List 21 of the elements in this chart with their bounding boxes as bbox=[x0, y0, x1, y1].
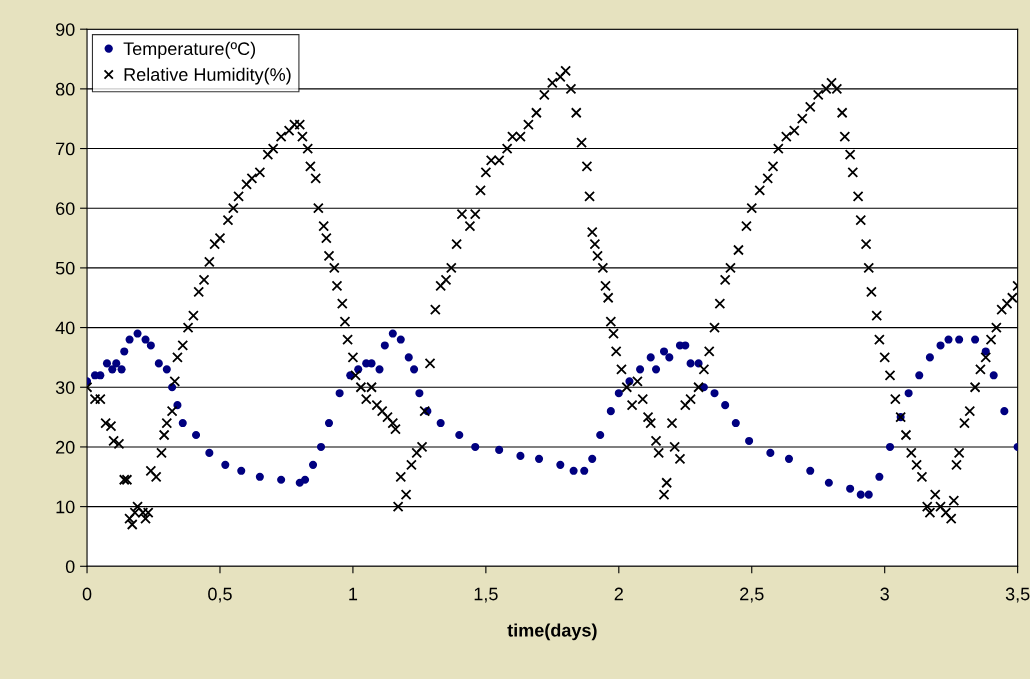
y-tick-label: 60 bbox=[56, 202, 75, 215]
legend-label: Temperature(ºC) bbox=[123, 41, 256, 59]
x-tick-label: 0 bbox=[82, 587, 92, 601]
x-tick-label: 2 bbox=[614, 587, 623, 601]
x-axis-title: time(days) bbox=[507, 623, 597, 641]
x-tick-label: 0,5 bbox=[208, 587, 232, 603]
legend-label: Relative Humidity(%) bbox=[124, 67, 291, 85]
y-tick-label: 40 bbox=[55, 321, 75, 335]
y-tick-label: 80 bbox=[55, 82, 75, 96]
y-tick-label: 0 bbox=[65, 560, 75, 574]
y-tick-label: 20 bbox=[56, 440, 75, 454]
x-tick-label: 1,5 bbox=[474, 587, 498, 603]
y-tick-label: 90 bbox=[55, 23, 75, 36]
y-tick-label: 30 bbox=[55, 381, 75, 394]
x-tick-label: 3 bbox=[880, 587, 889, 601]
x-tick-label: 2,5 bbox=[740, 587, 764, 603]
x-tick-label: 1 bbox=[349, 587, 358, 601]
y-tick-label: 10 bbox=[56, 500, 75, 514]
y-tick-label: 50 bbox=[55, 261, 75, 275]
x-tick-label: 3,5 bbox=[1005, 587, 1030, 603]
y-tick-label: 70 bbox=[56, 142, 75, 156]
